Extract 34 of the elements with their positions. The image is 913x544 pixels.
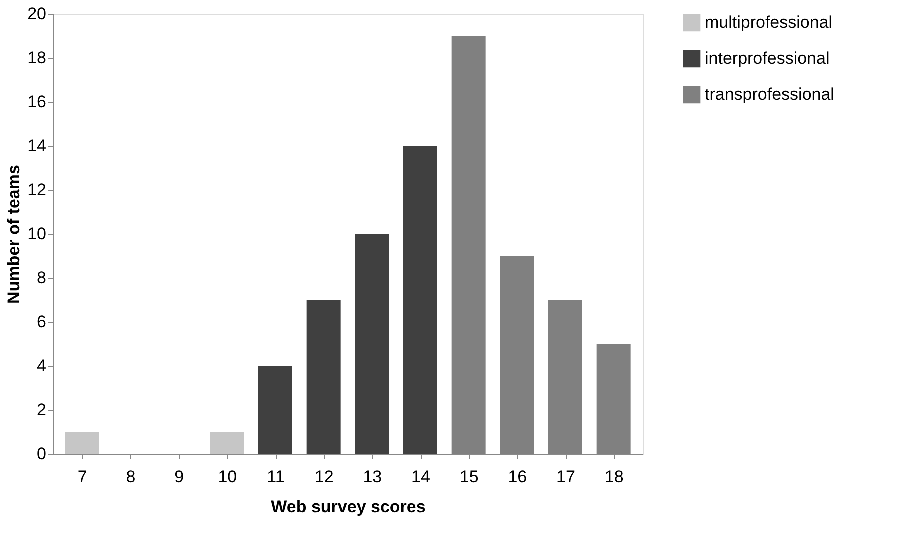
bar: [404, 146, 438, 454]
x-tick-label: 13: [363, 468, 382, 486]
y-tick-label: 12: [28, 180, 46, 200]
y-tick-label: 4: [37, 356, 46, 376]
y-tick-label: 16: [28, 92, 46, 112]
x-tick-label: 11: [267, 468, 285, 486]
y-tick-label: 6: [37, 312, 46, 332]
bar: [210, 432, 244, 454]
legend-label: interprofessional: [705, 49, 830, 68]
x-tick-label: 14: [412, 468, 430, 486]
x-tick-label: 18: [604, 468, 624, 486]
x-tick-label: 17: [556, 468, 576, 486]
x-tick-label: 12: [314, 468, 334, 486]
y-tick-label: 18: [28, 48, 46, 68]
y-tick-label: 0: [37, 444, 46, 464]
y-tick-label: 10: [28, 224, 46, 244]
x-tick-label: 10: [218, 468, 238, 486]
x-tick-label: 16: [508, 468, 528, 486]
bar: [355, 234, 390, 454]
x-tick-label: 15: [460, 468, 479, 486]
y-tick-label: 8: [37, 268, 46, 288]
bar: [65, 432, 100, 454]
x-tick-label: 8: [126, 468, 136, 486]
bar: [306, 300, 341, 454]
legend-label: multiprofessional: [705, 13, 833, 32]
x-tick-label: 7: [78, 468, 88, 486]
y-tick-label: 2: [37, 400, 46, 420]
legend-label: transprofessional: [705, 85, 834, 104]
x-axis-title: Web survey scores: [271, 498, 426, 516]
y-tick-label: 20: [28, 4, 46, 24]
bar: [258, 366, 292, 454]
y-axis-title: Number of teams: [4, 165, 24, 304]
y-tick-label: 14: [28, 136, 46, 156]
x-tick-label: 9: [174, 468, 184, 486]
